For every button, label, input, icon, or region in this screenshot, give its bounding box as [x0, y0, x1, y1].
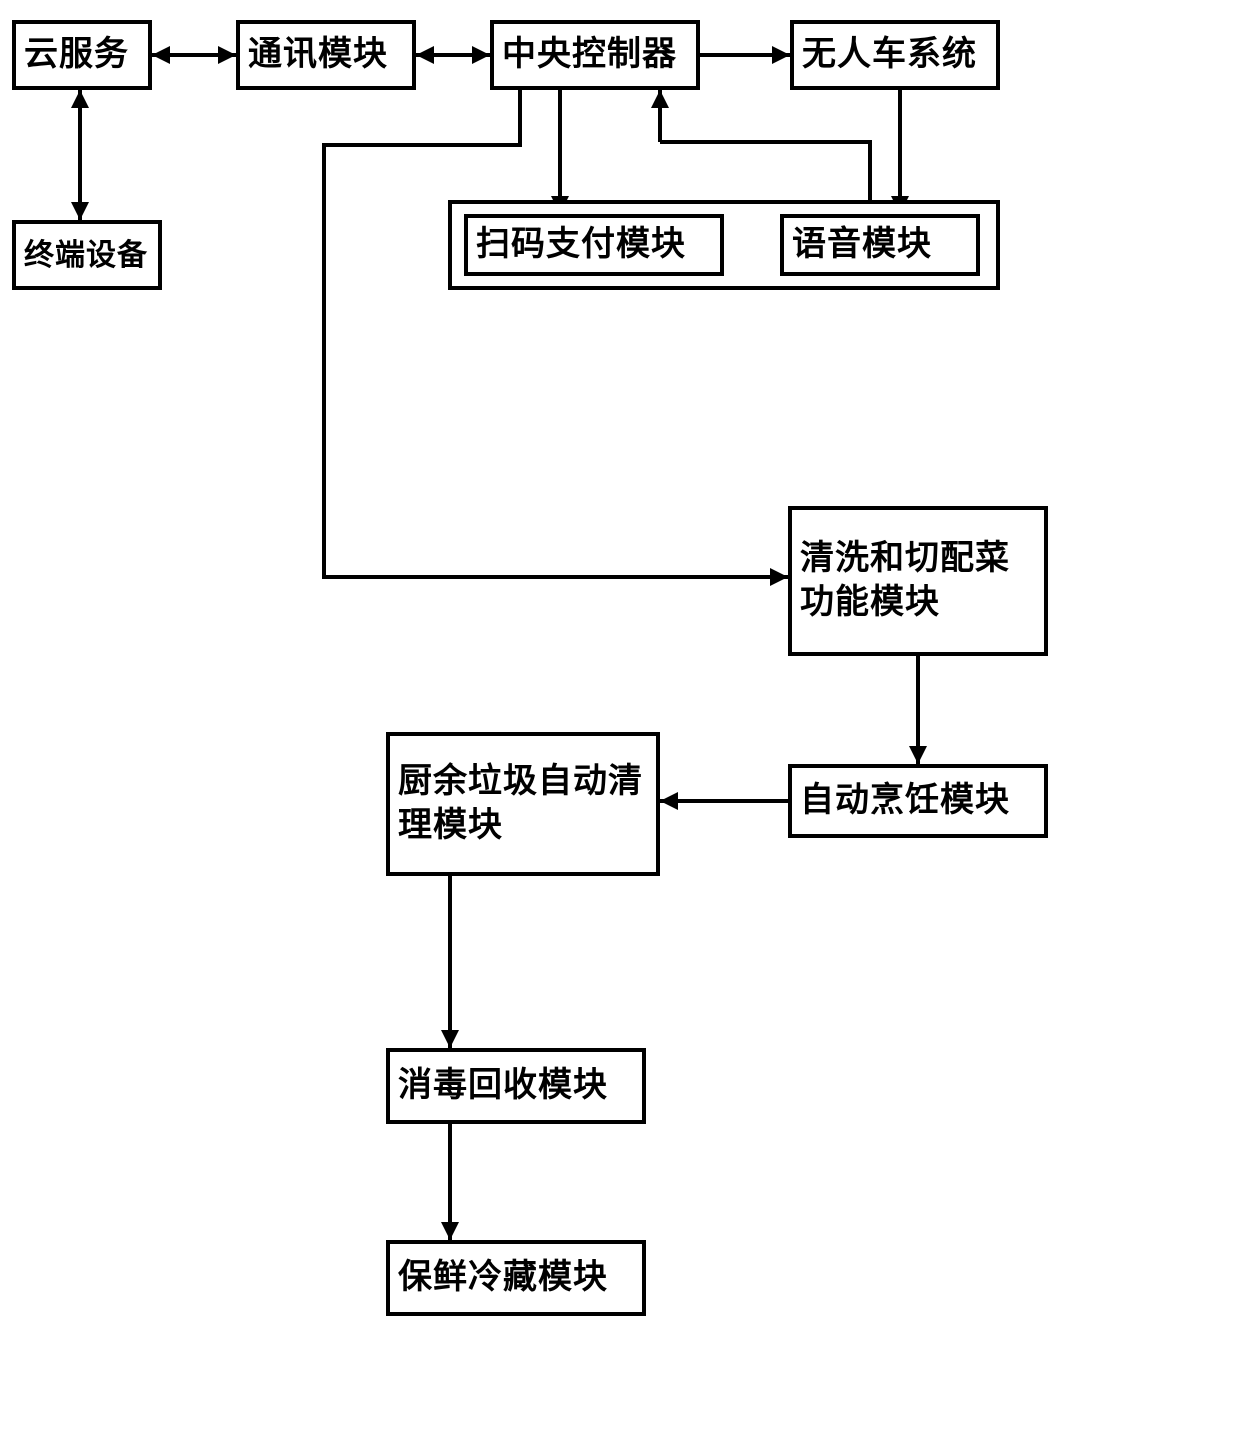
node-terminal: 终端设备 [12, 220, 162, 290]
node-wash-label: 清洗和切配菜功能模块 [800, 537, 1036, 625]
node-cloud-label: 云服务 [24, 33, 129, 77]
node-vehicle-label: 无人车系统 [802, 33, 977, 77]
node-vehicle: 无人车系统 [790, 20, 1000, 90]
node-comm: 通讯模块 [236, 20, 416, 90]
node-terminal-label: 终端设备 [24, 236, 148, 275]
node-pay-label: 扫码支付模块 [476, 223, 686, 267]
diagram-canvas: 云服务 通讯模块 中央控制器 无人车系统终端设备 扫码支付模块 语音模块清洗和切配菜功能模… [0, 0, 1240, 1434]
node-pay: 扫码支付模块 [464, 214, 724, 276]
node-comm-label: 通讯模块 [248, 33, 388, 77]
node-waste: 厨余垃圾自动清理模块 [386, 732, 660, 876]
node-cold-label: 保鲜冷藏模块 [398, 1256, 608, 1300]
node-cook-label: 自动烹饪模块 [800, 779, 1010, 823]
node-voice: 语音模块 [780, 214, 980, 276]
node-waste-label: 厨余垃圾自动清理模块 [398, 760, 648, 848]
node-recy: 消毒回收模块 [386, 1048, 646, 1124]
node-cold: 保鲜冷藏模块 [386, 1240, 646, 1316]
edge-cpu-wash [324, 90, 788, 577]
node-cpu: 中央控制器 [490, 20, 700, 90]
node-cloud: 云服务 [12, 20, 152, 90]
node-cpu-label: 中央控制器 [502, 33, 677, 77]
node-voice-label: 语音模块 [792, 223, 932, 267]
node-cook: 自动烹饪模块 [788, 764, 1048, 838]
node-recy-label: 消毒回收模块 [398, 1064, 608, 1108]
node-wash: 清洗和切配菜功能模块 [788, 506, 1048, 656]
